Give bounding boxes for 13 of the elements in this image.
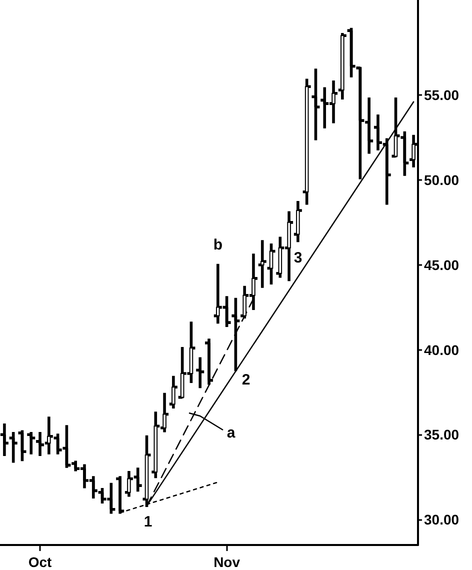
y-tick-label: 50.00: [424, 172, 460, 188]
y-tick-label: 45.00: [424, 256, 460, 273]
y-tick-label: 30.00: [424, 512, 460, 528]
annotation: 2: [242, 372, 250, 388]
annotation: 3: [294, 250, 302, 266]
x-tick-label: Oct: [28, 554, 52, 570]
annotation: 1: [144, 514, 152, 530]
x-tick-label: Nov: [214, 554, 240, 570]
annotation: a: [226, 424, 236, 442]
y-tick-label: 40.00: [424, 342, 460, 358]
y-tick-label: 55.00: [424, 87, 460, 104]
annotation: b: [213, 236, 223, 254]
y-tick-label: 35.00: [424, 426, 460, 443]
